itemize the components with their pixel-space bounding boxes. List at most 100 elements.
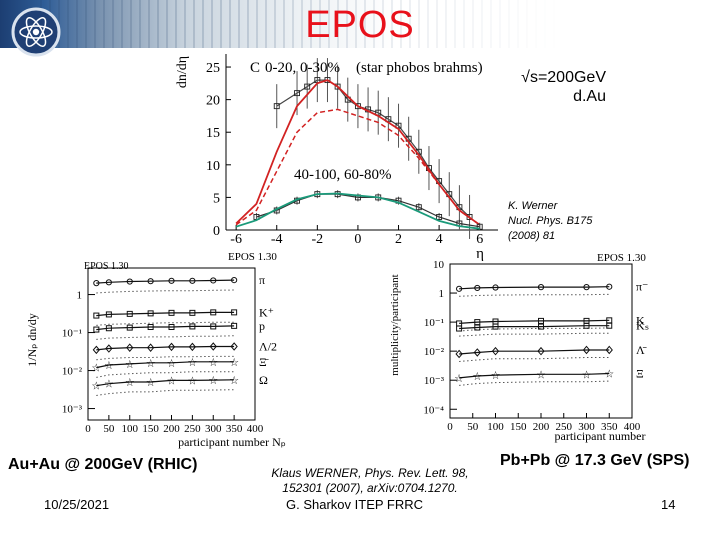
- left-data-point: [230, 342, 238, 351]
- top-y-tick-label: 10: [206, 159, 220, 174]
- top-data-point: [476, 223, 483, 230]
- top-y-tick-label: 15: [206, 126, 220, 141]
- left-data-point: [168, 277, 175, 284]
- system-label: d.Au: [573, 88, 606, 105]
- right-series-line: [459, 372, 610, 379]
- top-data-point: [334, 83, 341, 90]
- left-data-point: ☆: [187, 357, 197, 369]
- right-data-point: ☆: [491, 370, 501, 382]
- left-data-point: [231, 322, 238, 329]
- right-y-tick-label: 10⁻⁴: [423, 404, 444, 416]
- top-plot-panel-letter: C: [250, 60, 260, 76]
- bottom-reference: Klaus WERNER, Phys. Rev. Lett. 98, 15230…: [265, 466, 475, 496]
- footer-date: 10/25/2021: [44, 497, 110, 512]
- right-x-tick-label: 0: [447, 421, 453, 433]
- right-plot-tag: EPOS 1.30: [597, 252, 646, 264]
- top-data-point: [354, 103, 361, 110]
- right-data-point: [537, 284, 545, 291]
- left-series-line: [96, 311, 235, 317]
- top-x-tick-label: -6: [230, 232, 242, 247]
- top-data-point: [294, 90, 300, 97]
- left-x-tick-label: 400: [247, 423, 264, 435]
- top-reference-line-2: Nucl. Phys. B175: [508, 215, 593, 227]
- left-data-point: [93, 326, 100, 333]
- left-series-line: [96, 325, 235, 331]
- right-species-label: π⁻: [636, 280, 648, 294]
- right-series-line: [459, 286, 610, 290]
- right-data-point: ☆: [454, 373, 464, 385]
- banner-pattern: [40, 0, 560, 48]
- right-data-point: [474, 284, 481, 292]
- left-data-point: [210, 277, 217, 284]
- left-data-point: ☆: [208, 357, 218, 369]
- right-plot-xlabel: participant number: [555, 429, 646, 443]
- left-series-line: [96, 379, 235, 387]
- top-x-tick-label: -4: [271, 232, 283, 247]
- left-data-point: [231, 277, 238, 284]
- right-series-dotted: [459, 293, 610, 297]
- right-data-point: [537, 346, 545, 356]
- right-series-line: [459, 319, 610, 324]
- right-y-tick-label: 1: [439, 288, 445, 300]
- right-species-label: Ξ: [636, 367, 644, 381]
- left-data-point: ☆: [229, 375, 239, 387]
- left-species-label: p: [259, 319, 265, 333]
- left-data-point: [210, 323, 217, 330]
- right-x-tick-label: 300: [578, 421, 595, 433]
- left-y-tick-label: 10⁻¹: [62, 328, 82, 340]
- left-data-point: ☆: [125, 377, 135, 389]
- right-data-point: [606, 283, 613, 290]
- right-data-point: [582, 345, 591, 355]
- right-y-tick-label: 10⁻²: [424, 346, 445, 358]
- right-species-label: Λ̄: [636, 343, 647, 357]
- left-species-label: π: [259, 273, 265, 287]
- top-reference: K. Werner Nucl. Phys. B175 (2008) 81: [508, 199, 592, 244]
- left-data-point: [126, 310, 133, 317]
- top-plot-ylabel: dn/dη: [175, 56, 190, 88]
- left-data-point: [147, 310, 154, 317]
- right-data-point: [491, 346, 500, 356]
- top-series-line: [256, 193, 480, 228]
- rhic-yield-plot: 110⁻¹10⁻²10⁻³0 50 100 150 200 250 300 350 400 πK…: [25, 262, 286, 449]
- left-plot-xlabel: participant number Nₚ: [178, 435, 286, 449]
- right-data-point: [456, 285, 463, 292]
- left-data-point: [147, 278, 154, 285]
- left-data-point: ☆: [167, 375, 177, 387]
- left-data-point: ☆: [229, 357, 239, 369]
- right-data-point: [456, 325, 463, 332]
- right-x-tick-label: 50: [467, 421, 479, 433]
- right-species-label: K: [636, 313, 645, 327]
- left-data-point: ☆: [91, 381, 101, 393]
- left-data-point: [209, 342, 217, 351]
- footer-page-number: 14: [661, 497, 676, 512]
- left-data-point: [167, 342, 176, 352]
- left-series-dotted: [96, 389, 235, 396]
- left-x-tick-label: 0: [85, 423, 91, 435]
- right-data-point: [473, 348, 481, 357]
- top-y-tick-label: 20: [206, 94, 220, 109]
- top-x-tick-label: 4: [436, 232, 443, 247]
- left-data-point: ☆: [104, 379, 114, 391]
- top-x-tick-label: 0: [354, 232, 361, 247]
- left-data-point: [168, 309, 175, 316]
- top-reference-line-1: K. Werner: [508, 200, 558, 212]
- left-data-point: [92, 345, 101, 355]
- right-x-tick-label: 200: [533, 421, 550, 433]
- top-y-tick-label: 5: [213, 191, 220, 206]
- left-y-tick-label: 10⁻²: [62, 366, 83, 378]
- right-x-tick-label: 150: [510, 421, 527, 433]
- left-data-point: [231, 309, 238, 316]
- left-x-tick-label: 50: [103, 423, 115, 435]
- left-data-point: [105, 344, 113, 353]
- left-plot-tag: EPOS 1.30: [84, 262, 128, 272]
- right-data-point: [474, 324, 481, 331]
- left-species-label: Λ/2: [259, 339, 277, 353]
- right-data-point: [583, 284, 590, 291]
- left-series-line: [96, 279, 235, 284]
- left-x-tick-label: 350: [226, 423, 243, 435]
- caption-right: Pb+Pb @ 17.3 GeV (SPS): [500, 452, 690, 469]
- left-series-line: [96, 361, 235, 369]
- top-plot-legend-central: 0-20, 0-30%: [265, 60, 340, 76]
- left-series-dotted: [96, 321, 235, 326]
- slide-title: EPOS: [305, 4, 415, 46]
